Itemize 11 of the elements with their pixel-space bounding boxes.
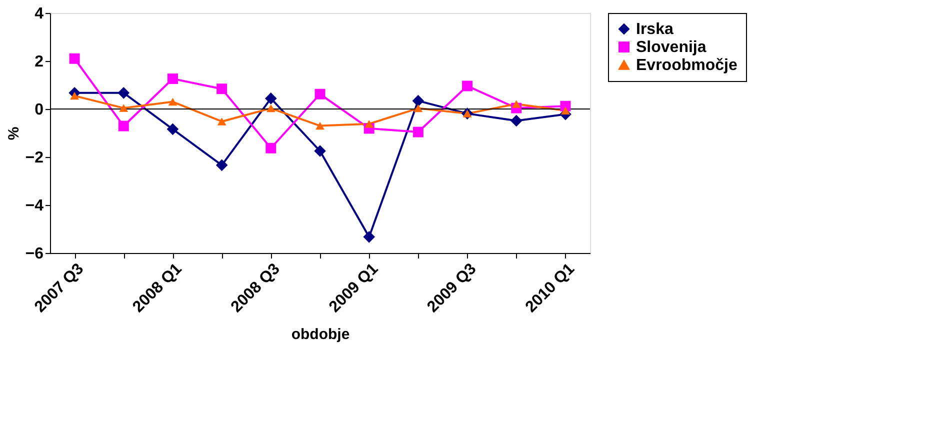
y-tick-label: −6 (25, 246, 44, 262)
legend-label: Evroobmočje (636, 57, 738, 74)
y-tick-label: 2 (34, 54, 44, 70)
y-tick-label: 4 (34, 6, 44, 22)
legend-label: Slovenija (636, 39, 706, 56)
y-tick-label: 0 (34, 102, 44, 118)
y-tick-label: −4 (25, 198, 44, 214)
y-axis-title: % (5, 126, 22, 140)
y-tick-label: −2 (25, 150, 44, 166)
x-axis-title: obdobje (291, 326, 350, 344)
legend-label: Irska (636, 21, 674, 38)
